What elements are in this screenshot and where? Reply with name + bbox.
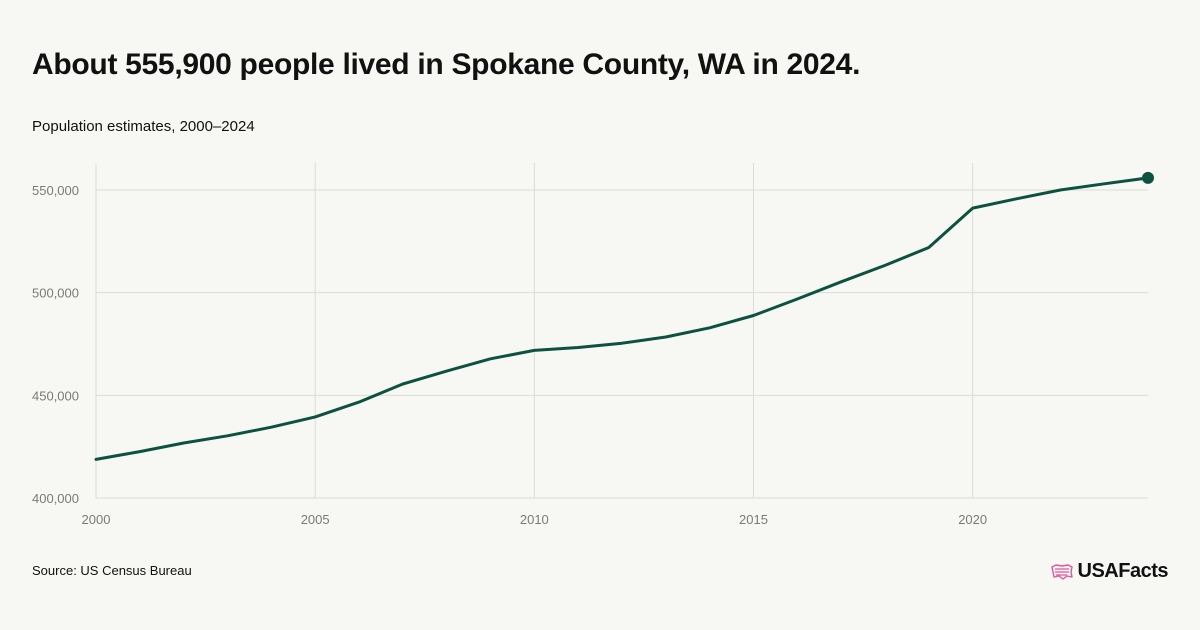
y-tick-label: 550,000 — [32, 183, 79, 198]
endpoint-marker — [1142, 171, 1154, 184]
axis-ticks: 400,000 450,000 500,000 550,000 2000 2005 2010… — [32, 183, 987, 527]
brand-logo[interactable]: USAFacts — [1050, 560, 1169, 583]
y-tick-label: 400,000 — [32, 491, 79, 506]
series-line — [94, 176, 1150, 461]
x-tick-label: 2020 — [958, 512, 987, 527]
series-layer — [94, 171, 1154, 461]
chart-subtitle: Population estimates, 2000–2024 — [32, 118, 255, 135]
chart-title: About 555,900 people lived in Spokane Co… — [32, 48, 861, 81]
grid-lines — [95, 163, 1148, 499]
y-tick-label: 500,000 — [32, 286, 79, 301]
x-tick-label: 2010 — [520, 512, 549, 527]
x-tick-label: 2015 — [739, 512, 768, 527]
brand-name: USAFacts — [1077, 560, 1169, 582]
x-tick-label: 2005 — [301, 512, 330, 527]
us-flag-map-icon — [1050, 563, 1073, 580]
y-tick-label: 450,000 — [32, 388, 79, 403]
source-note: Source: US Census Bureau — [32, 563, 192, 578]
x-tick-label: 2000 — [82, 512, 111, 527]
